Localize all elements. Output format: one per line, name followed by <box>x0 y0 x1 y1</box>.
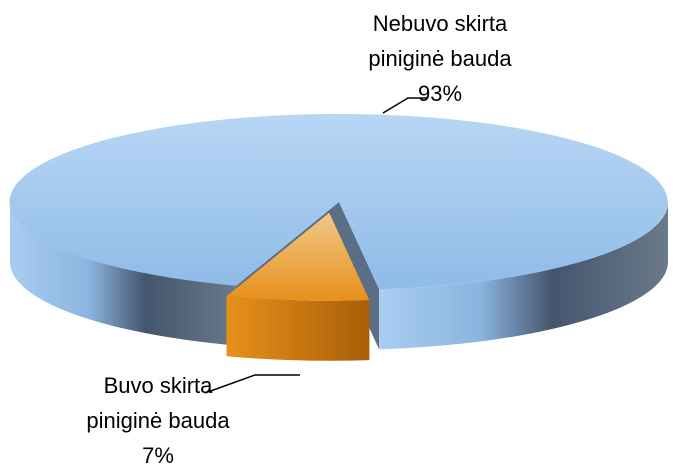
slice-top <box>226 212 370 301</box>
leader-line <box>204 374 300 394</box>
category-label: Nebuvo skirta piniginė bauda <box>368 11 512 71</box>
slice-label: Nebuvo skirta piniginė bauda 93% <box>350 6 530 111</box>
slice-top <box>9 113 668 290</box>
slice-label: Buvo skirta piniginė bauda 7% <box>68 368 248 468</box>
leader-line <box>382 97 428 114</box>
value-label: 7% <box>142 443 174 468</box>
category-label: Buvo skirta piniginė bauda <box>86 373 230 433</box>
value-label: 93% <box>417 81 463 106</box>
slice-side <box>379 202 668 350</box>
slice-side <box>226 296 370 361</box>
slice-side <box>9 202 237 346</box>
